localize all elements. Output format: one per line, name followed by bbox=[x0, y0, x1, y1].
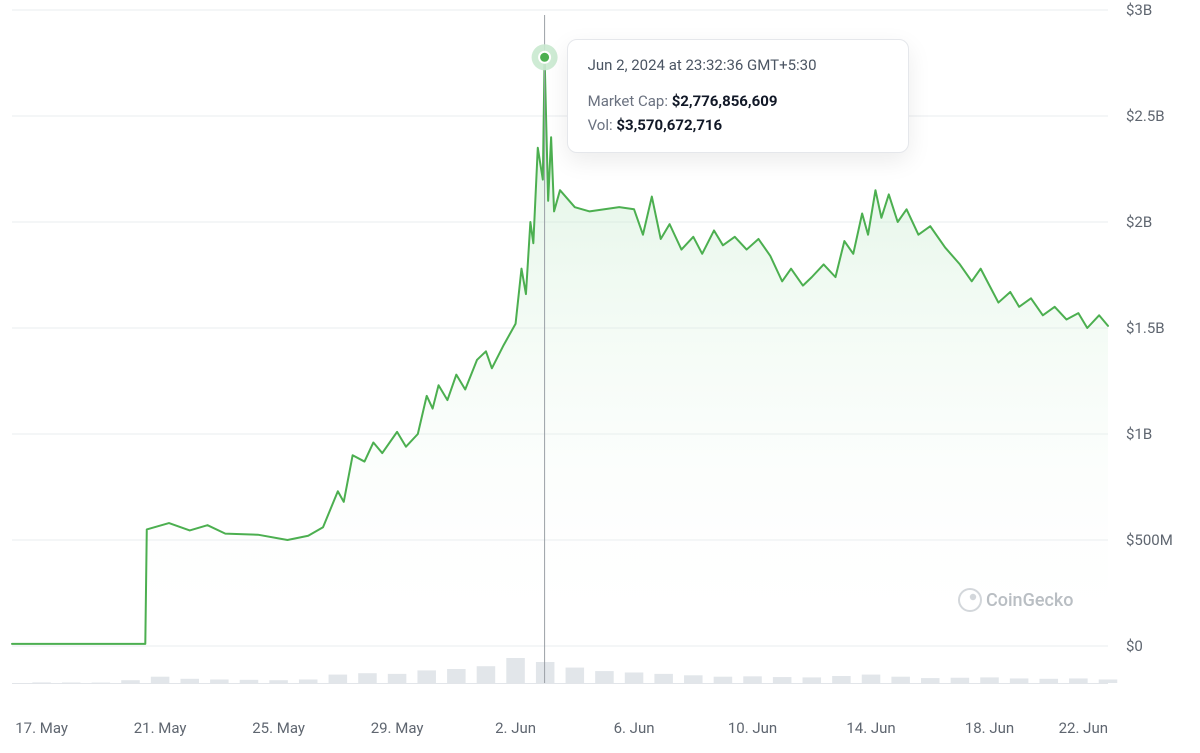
volume-bar bbox=[803, 677, 822, 683]
y-axis-tick-label: $1B bbox=[1126, 425, 1152, 443]
volume-bar bbox=[625, 673, 644, 684]
volume-bar bbox=[862, 675, 881, 683]
volume-bar bbox=[654, 674, 673, 683]
volume-bar bbox=[506, 658, 525, 683]
marketcap-area bbox=[12, 57, 1108, 646]
y-axis-tick-label: $1.5B bbox=[1126, 319, 1165, 337]
volume-bar bbox=[240, 680, 259, 683]
marketcap-chart[interactable]: $0 $500M $1B $1.5B $2B $2.5B $3B 17. May 21. May… bbox=[0, 0, 1200, 753]
volume-bar bbox=[536, 662, 555, 683]
volume-bar bbox=[151, 677, 170, 683]
y-axis-tick-label: $500M bbox=[1126, 531, 1173, 549]
x-axis-tick-label: 25. May bbox=[252, 719, 305, 737]
volume-bar bbox=[595, 671, 614, 683]
marker-dot bbox=[539, 52, 550, 63]
volume-bar bbox=[743, 676, 762, 683]
x-axis-tick-label: 18. Jun bbox=[965, 719, 1014, 737]
y-axis-tick-label: $2B bbox=[1126, 213, 1152, 231]
y-axis-tick-label: $3B bbox=[1126, 1, 1152, 19]
volume-bar bbox=[269, 680, 288, 683]
volume-bar bbox=[684, 675, 703, 683]
volume-bar bbox=[1040, 679, 1059, 683]
x-axis-tick-label: 2. Jun bbox=[495, 719, 536, 737]
volume-bar bbox=[773, 677, 792, 683]
x-axis-tick-label: 6. Jun bbox=[614, 719, 655, 737]
volume-bar bbox=[566, 668, 585, 683]
volume-bar bbox=[180, 679, 199, 683]
chart-svg: $0 $500M $1B $1.5B $2B $2.5B $3B 17. May 21. May… bbox=[0, 0, 1200, 753]
volume-bar bbox=[299, 680, 318, 684]
volume-bar bbox=[477, 666, 496, 683]
volume-bar bbox=[1069, 678, 1088, 683]
volume-bar bbox=[891, 677, 910, 683]
volume-bar bbox=[210, 680, 229, 684]
x-axis-tick-label: 14. Jun bbox=[846, 719, 895, 737]
volume-bar bbox=[1010, 678, 1029, 683]
volume-bar bbox=[358, 673, 377, 683]
volume-bar bbox=[1099, 680, 1118, 684]
x-axis-tick-label: 21. May bbox=[134, 719, 187, 737]
volume-bar bbox=[121, 680, 140, 683]
x-axis-tick-label: 17. May bbox=[15, 719, 68, 737]
volume-bar bbox=[951, 678, 970, 683]
svg-text:CoinGecko: CoinGecko bbox=[986, 590, 1073, 611]
x-axis-tick-label: 29. May bbox=[371, 719, 424, 737]
volume-bar bbox=[980, 677, 999, 683]
y-axis-tick-label: $2.5B bbox=[1126, 107, 1165, 125]
volume-bar bbox=[714, 677, 733, 683]
volume-bar bbox=[447, 669, 466, 683]
y-axis-tick-label: $0 bbox=[1126, 637, 1143, 655]
x-axis-tick-label: 10. Jun bbox=[728, 719, 777, 737]
x-axis-tick-label: 22. Jun bbox=[1059, 719, 1108, 737]
volume-bar bbox=[417, 670, 436, 683]
volume-bar bbox=[921, 678, 940, 683]
volume-bar bbox=[329, 675, 348, 683]
volume-bar bbox=[832, 676, 851, 683]
volume-bar bbox=[388, 674, 407, 683]
